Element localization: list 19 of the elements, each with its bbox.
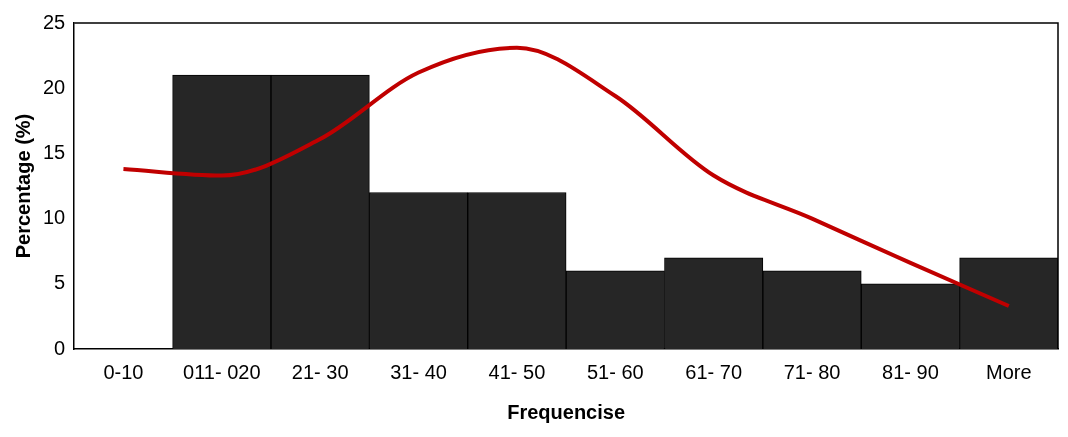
x-tick-label: 41- 50 xyxy=(488,360,546,383)
x-tick-label: 21- 30 xyxy=(291,360,349,383)
y-tick-label: 20 xyxy=(43,75,66,98)
x-tick-label: 81- 90 xyxy=(882,360,939,383)
y-tick-label: 15 xyxy=(43,140,66,163)
x-tick-label: 71- 80 xyxy=(783,360,841,383)
y-tick-label: 25 xyxy=(43,10,66,33)
x-tick-label: More xyxy=(986,360,1032,383)
y-axis-title: Percentage (%) xyxy=(11,113,34,259)
line-series xyxy=(121,45,1011,308)
y-tick-label: 0 xyxy=(54,336,66,359)
y-tick-label: 5 xyxy=(54,271,66,294)
x-tick-label: 61- 70 xyxy=(685,360,743,383)
x-tick-label: 31- 40 xyxy=(390,360,447,383)
x-tick-label: 0-10 xyxy=(103,360,144,383)
x-tick-label: 011- 020 xyxy=(183,360,261,383)
y-tick-label: 10 xyxy=(43,206,66,229)
x-axis-title: Frequencise xyxy=(507,400,626,423)
x-tick-label: 51- 60 xyxy=(586,360,644,383)
